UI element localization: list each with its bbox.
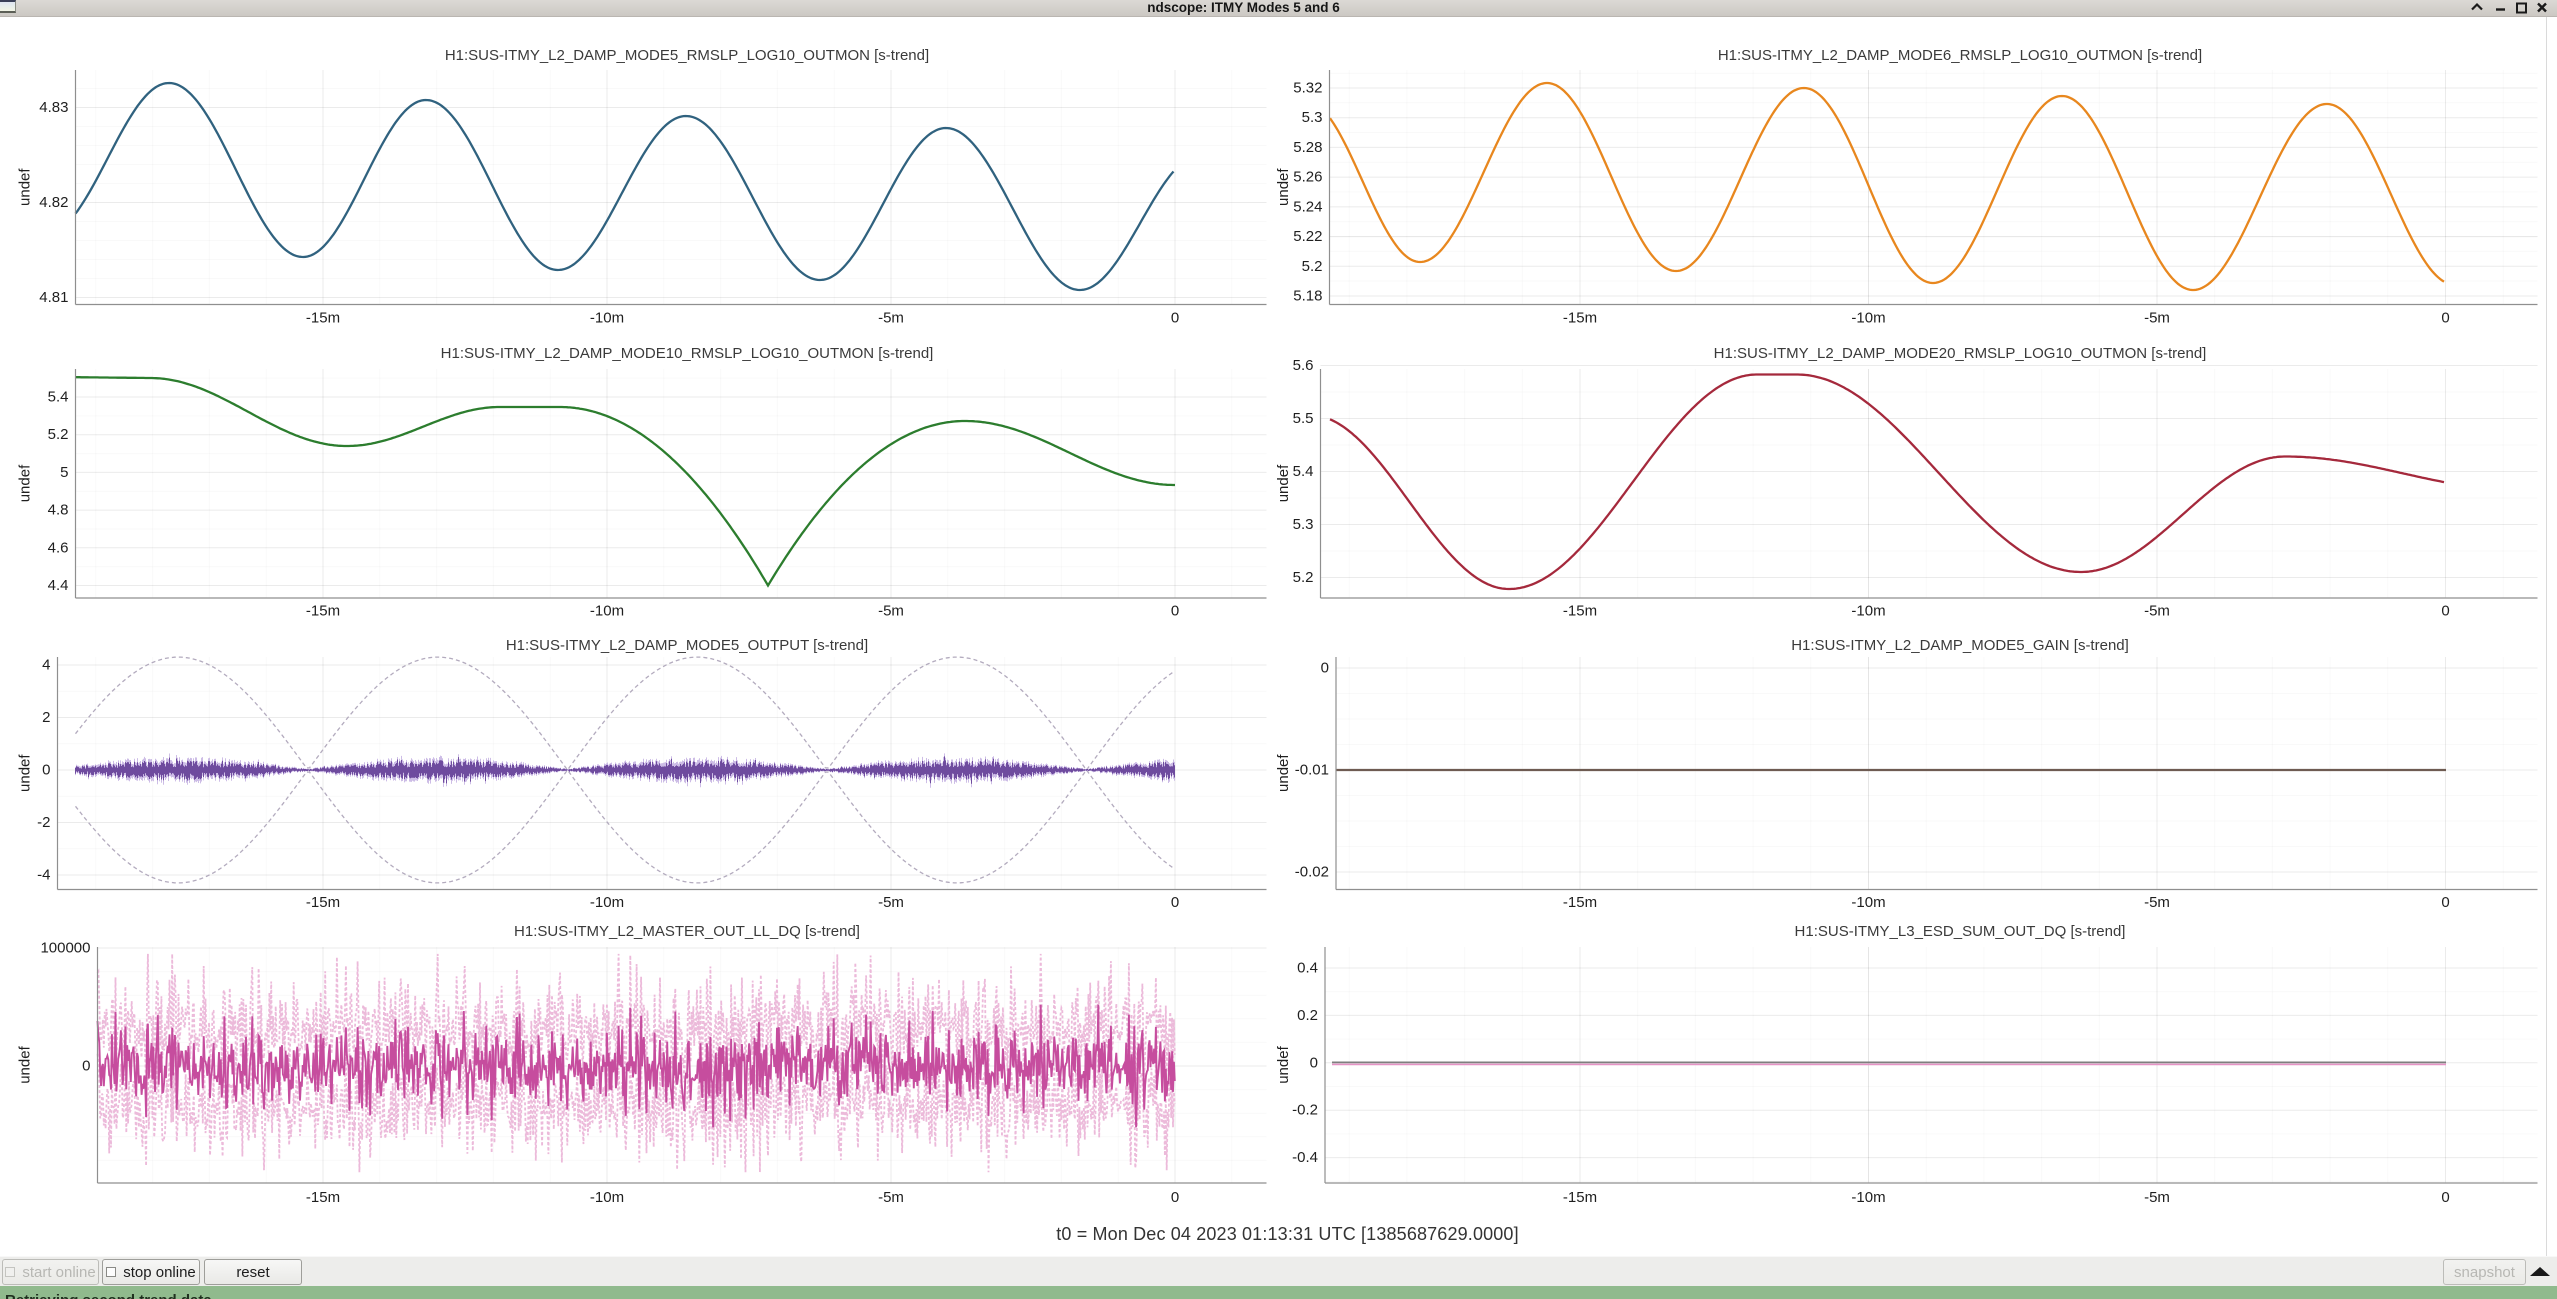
svg-text:0: 0 bbox=[1321, 660, 1329, 677]
svg-text:5: 5 bbox=[60, 464, 68, 481]
svg-text:undef: undef bbox=[17, 168, 34, 206]
svg-text:0: 0 bbox=[2441, 310, 2449, 327]
svg-text:-15m: -15m bbox=[1563, 310, 1597, 327]
svg-text:0: 0 bbox=[1310, 1054, 1318, 1071]
svg-text:-15m: -15m bbox=[1563, 894, 1597, 911]
svg-text:5.22: 5.22 bbox=[1293, 228, 1322, 245]
svg-text:-0.4: -0.4 bbox=[1292, 1149, 1318, 1166]
svg-text:-0.01: -0.01 bbox=[1295, 762, 1329, 779]
svg-text:0: 0 bbox=[42, 762, 50, 779]
svg-text:-5m: -5m bbox=[2144, 1189, 2170, 1206]
svg-text:5.32: 5.32 bbox=[1293, 80, 1322, 97]
svg-text:100000: 100000 bbox=[40, 940, 90, 957]
svg-text:0: 0 bbox=[1171, 1189, 1179, 1206]
svg-text:-10m: -10m bbox=[1851, 894, 1885, 911]
svg-text:H1:SUS-ITMY_L2_DAMP_MODE5_GAIN: H1:SUS-ITMY_L2_DAMP_MODE5_GAIN [s-trend] bbox=[1791, 637, 2129, 654]
svg-text:-15m: -15m bbox=[306, 310, 340, 327]
svg-text:-5m: -5m bbox=[878, 603, 904, 620]
svg-text:0: 0 bbox=[82, 1058, 90, 1075]
svg-text:-10m: -10m bbox=[590, 1189, 624, 1206]
svg-text:5.4: 5.4 bbox=[1293, 463, 1314, 480]
svg-text:H1:SUS-ITMY_L3_ESD_SUM_OUT_DQ: H1:SUS-ITMY_L3_ESD_SUM_OUT_DQ [s-trend] bbox=[1795, 923, 2126, 940]
svg-text:4.6: 4.6 bbox=[48, 539, 69, 556]
svg-text:-15m: -15m bbox=[306, 603, 340, 620]
svg-text:5.3: 5.3 bbox=[1293, 516, 1314, 533]
svg-text:-15m: -15m bbox=[1563, 603, 1597, 620]
svg-text:4.4: 4.4 bbox=[48, 577, 69, 594]
svg-text:H1:SUS-ITMY_L2_DAMP_MODE10_RMS: H1:SUS-ITMY_L2_DAMP_MODE10_RMSLP_LOG10_O… bbox=[441, 345, 934, 362]
svg-text:-15m: -15m bbox=[1563, 1189, 1597, 1206]
svg-text:5.3: 5.3 bbox=[1302, 109, 1323, 126]
svg-text:-10m: -10m bbox=[1851, 1189, 1885, 1206]
svg-text:4.8: 4.8 bbox=[48, 502, 69, 519]
svg-text:5.2: 5.2 bbox=[48, 426, 69, 443]
svg-text:H1:SUS-ITMY_L2_MASTER_OUT_LL_D: H1:SUS-ITMY_L2_MASTER_OUT_LL_DQ [s-trend… bbox=[514, 923, 860, 940]
svg-text:0: 0 bbox=[1171, 894, 1179, 911]
svg-text:-5m: -5m bbox=[878, 310, 904, 327]
svg-text:undef: undef bbox=[1275, 464, 1292, 502]
svg-text:4.82: 4.82 bbox=[39, 194, 68, 211]
svg-text:0: 0 bbox=[2441, 603, 2449, 620]
svg-text:0: 0 bbox=[2441, 894, 2449, 911]
svg-text:0.2: 0.2 bbox=[1297, 1007, 1318, 1024]
svg-text:0: 0 bbox=[1171, 310, 1179, 327]
svg-text:4.83: 4.83 bbox=[39, 99, 68, 116]
svg-text:undef: undef bbox=[1275, 168, 1292, 206]
svg-text:H1:SUS-ITMY_L2_DAMP_MODE5_OUTP: H1:SUS-ITMY_L2_DAMP_MODE5_OUTPUT [s-tren… bbox=[506, 637, 868, 654]
svg-text:-15m: -15m bbox=[306, 894, 340, 911]
svg-text:-5m: -5m bbox=[2144, 310, 2170, 327]
svg-text:5.24: 5.24 bbox=[1293, 198, 1322, 215]
svg-text:4: 4 bbox=[42, 657, 50, 674]
svg-text:2: 2 bbox=[42, 709, 50, 726]
svg-text:-5m: -5m bbox=[2144, 603, 2170, 620]
svg-text:5.28: 5.28 bbox=[1293, 139, 1322, 156]
svg-text:H1:SUS-ITMY_L2_DAMP_MODE20_RMS: H1:SUS-ITMY_L2_DAMP_MODE20_RMSLP_LOG10_O… bbox=[1714, 345, 2207, 362]
svg-text:-15m: -15m bbox=[306, 1189, 340, 1206]
svg-text:undef: undef bbox=[17, 464, 34, 502]
svg-text:-10m: -10m bbox=[590, 603, 624, 620]
svg-text:-2: -2 bbox=[37, 814, 50, 831]
svg-text:5.26: 5.26 bbox=[1293, 169, 1322, 186]
svg-text:0.4: 0.4 bbox=[1297, 960, 1318, 977]
svg-text:-0.02: -0.02 bbox=[1295, 864, 1329, 881]
svg-text:-5m: -5m bbox=[878, 894, 904, 911]
svg-text:5.4: 5.4 bbox=[48, 389, 69, 406]
svg-text:-10m: -10m bbox=[1851, 310, 1885, 327]
svg-text:5.5: 5.5 bbox=[1293, 410, 1314, 427]
svg-text:0: 0 bbox=[1171, 603, 1179, 620]
svg-text:4.81: 4.81 bbox=[39, 289, 68, 306]
svg-text:-5m: -5m bbox=[2144, 894, 2170, 911]
svg-text:undef: undef bbox=[17, 1045, 34, 1083]
svg-text:H1:SUS-ITMY_L2_DAMP_MODE5_RMSL: H1:SUS-ITMY_L2_DAMP_MODE5_RMSLP_LOG10_OU… bbox=[445, 47, 929, 64]
svg-text:5.6: 5.6 bbox=[1293, 357, 1314, 374]
svg-text:-4: -4 bbox=[37, 867, 50, 884]
svg-text:-10m: -10m bbox=[1851, 603, 1885, 620]
svg-text:-10m: -10m bbox=[590, 310, 624, 327]
svg-text:-0.2: -0.2 bbox=[1292, 1102, 1318, 1119]
svg-text:undef: undef bbox=[1275, 1045, 1292, 1083]
svg-text:undef: undef bbox=[17, 754, 34, 792]
svg-text:undef: undef bbox=[1275, 754, 1292, 792]
svg-text:-5m: -5m bbox=[878, 1189, 904, 1206]
svg-text:0: 0 bbox=[2441, 1189, 2449, 1206]
svg-text:-10m: -10m bbox=[590, 894, 624, 911]
svg-text:H1:SUS-ITMY_L2_DAMP_MODE6_RMSL: H1:SUS-ITMY_L2_DAMP_MODE6_RMSLP_LOG10_OU… bbox=[1718, 47, 2202, 64]
svg-text:5.2: 5.2 bbox=[1302, 258, 1323, 275]
svg-text:5.18: 5.18 bbox=[1293, 288, 1322, 305]
svg-text:5.2: 5.2 bbox=[1293, 569, 1314, 586]
